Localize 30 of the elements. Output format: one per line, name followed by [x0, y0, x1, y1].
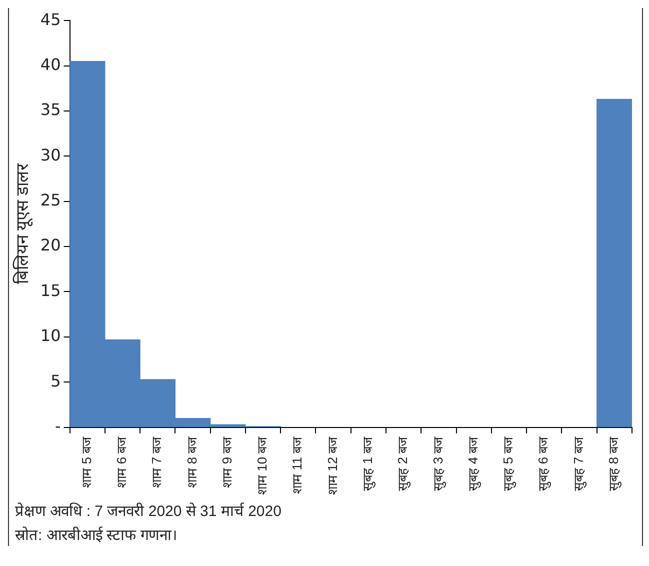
y-tick-label: 25 [40, 190, 61, 210]
x-tick-label: सुबह 7 बज [570, 436, 587, 491]
y-tick-label: 5 [50, 371, 61, 390]
y-tick-label: 15 [40, 280, 61, 300]
y-tick-label: 20 [40, 236, 61, 255]
text: प्रेक्षण अवधि : 7 जनवरी 2020 से 31 मार्च 2020 [14, 502, 282, 522]
x-tick-label: सुबह 4 बज [465, 436, 482, 491]
x-tick-label: शाम 12 बज [324, 436, 340, 496]
x-tick-label: सुबह 5 बज [500, 436, 517, 491]
x-tick-label: सुबह 2 बज [395, 436, 412, 491]
x-tick-label: सुबह 1 बज [360, 436, 376, 491]
x-tick-label: सुबह 8 बज [606, 436, 622, 491]
text: स्रोत: आरबीआई स्टाफ गणना। [14, 526, 179, 546]
y-tick-label: 40 [40, 54, 61, 74]
bar [596, 98, 632, 428]
x-tick-label: शाम 11 बज [290, 436, 305, 494]
x-tick-label: शाम 6 बज [114, 436, 130, 488]
x-tick-label: शाम 8 बज [184, 436, 200, 488]
x-tick-label: सुबह 3 बज [430, 436, 446, 491]
y-tick-label: 30 [40, 145, 61, 164]
y-tick-label: 35 [40, 100, 61, 120]
x-tick-label: शाम 5 बज [78, 436, 94, 488]
x-tick-label: शाम 10 बज [254, 436, 270, 496]
x-tick-label: सुबह 6 बज [536, 436, 552, 491]
y-tick-label: 45 [40, 10, 61, 29]
y-tick-label: - [54, 416, 61, 436]
x-tick-label: शाम 7 बज [149, 436, 164, 488]
x-tick-label: शाम 9 बज [219, 436, 234, 488]
y-tick-label: 10 [40, 326, 61, 346]
y-axis-title: बिलियन यूएस डालर [12, 162, 33, 284]
